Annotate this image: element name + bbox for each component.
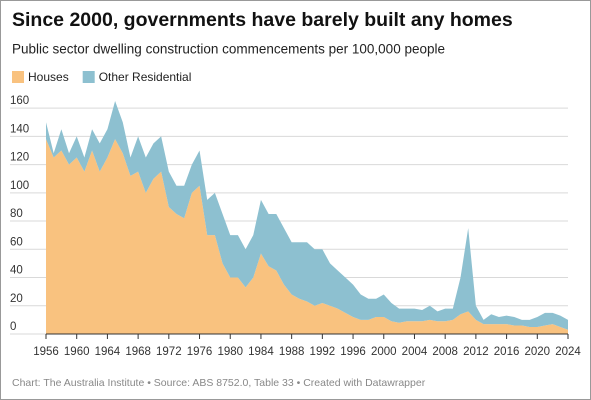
x-tick-label: 2004: [402, 346, 428, 358]
x-tick-label: 1988: [279, 346, 305, 358]
legend-label: Houses: [28, 70, 69, 84]
y-tick-label: 120: [10, 152, 29, 164]
x-tick-label: 2020: [524, 346, 550, 358]
legend-label: Other Residential: [99, 70, 192, 84]
x-tick-label: 2008: [432, 346, 458, 358]
x-tick-label: 1956: [33, 346, 59, 358]
x-tick-label: 2024: [555, 346, 581, 358]
y-tick-label: 20: [10, 293, 23, 305]
legend-swatch: [12, 71, 24, 83]
x-tick-label: 2012: [463, 346, 489, 358]
y-tick-label: 40: [10, 265, 23, 277]
y-tick-label: 60: [10, 236, 23, 248]
x-tick-label: 1972: [156, 346, 182, 358]
y-tick-label: 100: [10, 180, 29, 192]
x-tick-label: 2016: [494, 346, 520, 358]
y-tick-label: 80: [10, 208, 23, 220]
area: [46, 101, 568, 330]
x-tick-label: 1992: [310, 346, 336, 358]
y-tick-label: 140: [10, 123, 29, 135]
x-tick-label: 1960: [64, 346, 90, 358]
x-tick-label: 1976: [187, 346, 213, 358]
x-tick-label: 1996: [340, 346, 366, 358]
x-tick-label: 1964: [95, 346, 121, 358]
source-note: Chart: The Australia Institute • Source:…: [12, 377, 426, 389]
chart-title: Since 2000, governments have barely buil…: [12, 9, 513, 31]
legend-swatch: [82, 71, 95, 83]
y-tick-label: 160: [10, 95, 29, 107]
x-tick-label: 2000: [371, 346, 397, 358]
y-tick-label: 0: [10, 321, 16, 333]
x-tick-label: 1984: [248, 346, 274, 358]
chart-subtitle: Public sector dwelling construction comm…: [12, 42, 445, 57]
area: [46, 139, 568, 334]
x-tick-label: 1968: [125, 346, 151, 358]
x-tick-label: 1980: [217, 346, 243, 358]
